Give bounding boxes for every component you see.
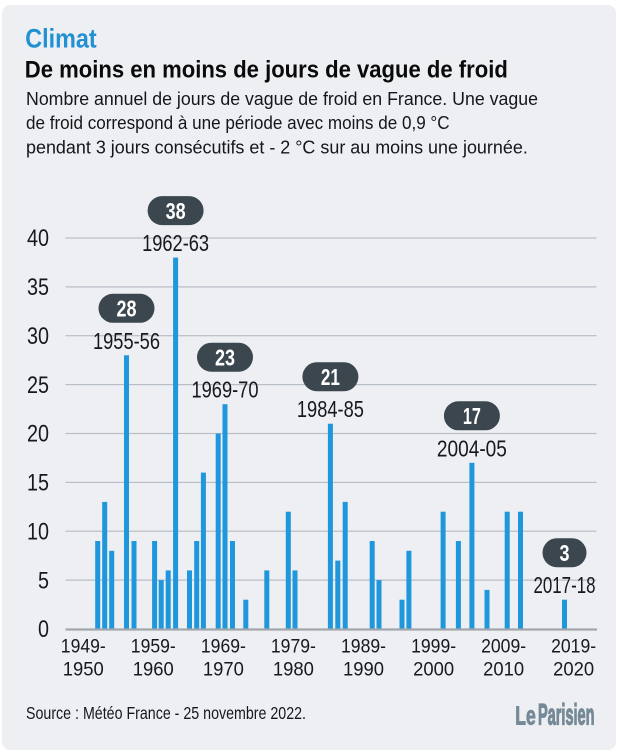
svg-text:5: 5 [38,567,49,594]
svg-text:1970: 1970 [203,659,244,681]
svg-text:2010: 2010 [483,659,524,681]
svg-text:2009-: 2009- [481,636,526,658]
svg-text:38: 38 [166,198,186,224]
svg-text:2004-05: 2004-05 [437,435,507,461]
svg-text:1955-56: 1955-56 [93,328,160,354]
svg-text:20: 20 [27,421,49,448]
svg-text:25: 25 [27,372,49,399]
svg-text:Nombre annuel de jours de vagu: Nombre annuel de jours de vague de froid… [26,89,538,109]
svg-text:15: 15 [27,470,49,497]
svg-text:40: 40 [27,225,49,252]
svg-text:21: 21 [321,364,340,390]
svg-text:1984-85: 1984-85 [297,396,364,422]
svg-text:De moins en moins de jours de: De moins en moins de jours de vague de f… [25,57,508,84]
svg-text:1999-: 1999- [411,636,456,658]
svg-text:10: 10 [27,519,49,546]
svg-text:2020: 2020 [553,659,594,681]
svg-text:1969-70: 1969-70 [192,377,259,403]
svg-text:30: 30 [27,323,49,350]
svg-text:1950: 1950 [63,659,104,681]
svg-text:de froid correspond à une péri: de froid correspond à une période avec m… [26,113,450,133]
svg-text:2017-18: 2017-18 [534,572,596,598]
svg-text:pendant 3 jours consécutifs et: pendant 3 jours consécutifs et - 2 °C su… [26,138,528,158]
svg-text:2019-: 2019- [551,636,596,658]
svg-text:1960: 1960 [133,659,174,681]
svg-text:23: 23 [215,345,235,371]
svg-text:Le: Le [515,703,536,731]
svg-text:0: 0 [38,616,49,643]
svg-text:1980: 1980 [273,659,314,681]
svg-text:2000: 2000 [413,659,454,681]
svg-text:3: 3 [560,540,570,566]
svg-text:17: 17 [463,403,481,429]
svg-text:35: 35 [27,274,49,301]
svg-text:1979-: 1979- [271,636,316,658]
svg-text:1989-: 1989- [341,636,386,658]
svg-text:1969-: 1969- [201,636,246,658]
svg-text:28: 28 [117,296,137,322]
svg-text:1949-: 1949- [61,636,106,658]
svg-text:1962-63: 1962-63 [142,230,209,256]
svg-text:1959-: 1959- [131,636,176,658]
svg-text:Parisien: Parisien [538,699,595,732]
svg-text:Source : Météo France - 25 nov: Source : Météo France - 25 novembre 2022… [26,703,306,723]
svg-text:Climat: Climat [25,23,97,53]
svg-text:1990: 1990 [343,659,384,681]
